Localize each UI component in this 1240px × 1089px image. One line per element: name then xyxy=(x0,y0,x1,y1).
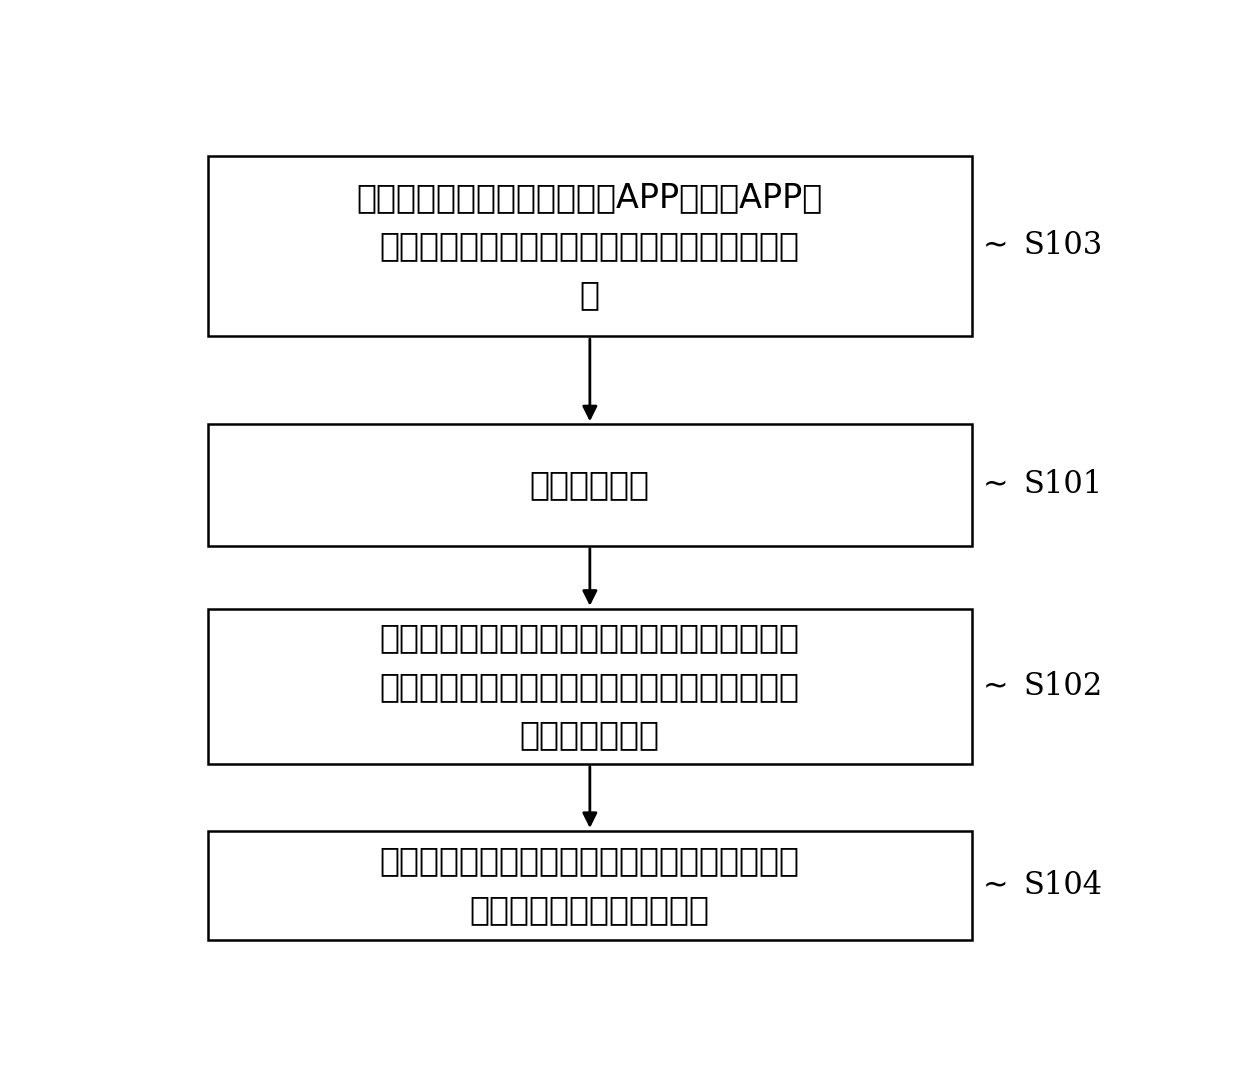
Text: ∼: ∼ xyxy=(983,232,1008,260)
Text: 根据震动指令开启马达，并控制马达以固定频率
震动，同时开启骨传导模块，并控制骨传导模块
以预设波形震动: 根据震动指令开启马达，并控制马达以固定频率 震动，同时开启骨传导模块，并控制骨传… xyxy=(379,621,800,751)
Bar xyxy=(208,831,972,940)
Text: 确定生成震动指令的应用程序APP为预讽APP；
或者确定生成震动指令时，电子设备处于预设模
式: 确定生成震动指令的应用程序APP为预讽APP； 或者确定生成震动指令时，电子设备… xyxy=(357,181,823,311)
Bar xyxy=(208,156,972,337)
Text: S103: S103 xyxy=(1023,231,1102,261)
Text: ∼: ∼ xyxy=(983,470,1008,500)
Text: 接收停止震动指令，根据停止震动指令控制马达
和骨传导模块同时停止震动: 接收停止震动指令，根据停止震动指令控制马达 和骨传导模块同时停止震动 xyxy=(379,845,800,926)
Text: S101: S101 xyxy=(1023,469,1102,501)
Bar xyxy=(208,609,972,763)
Text: S104: S104 xyxy=(1024,870,1102,901)
Bar xyxy=(208,424,972,546)
Text: S102: S102 xyxy=(1023,671,1102,701)
Text: ∼: ∼ xyxy=(983,871,1008,900)
Text: ∼: ∼ xyxy=(983,672,1008,700)
Text: 接收震动指令: 接收震动指令 xyxy=(529,468,650,501)
